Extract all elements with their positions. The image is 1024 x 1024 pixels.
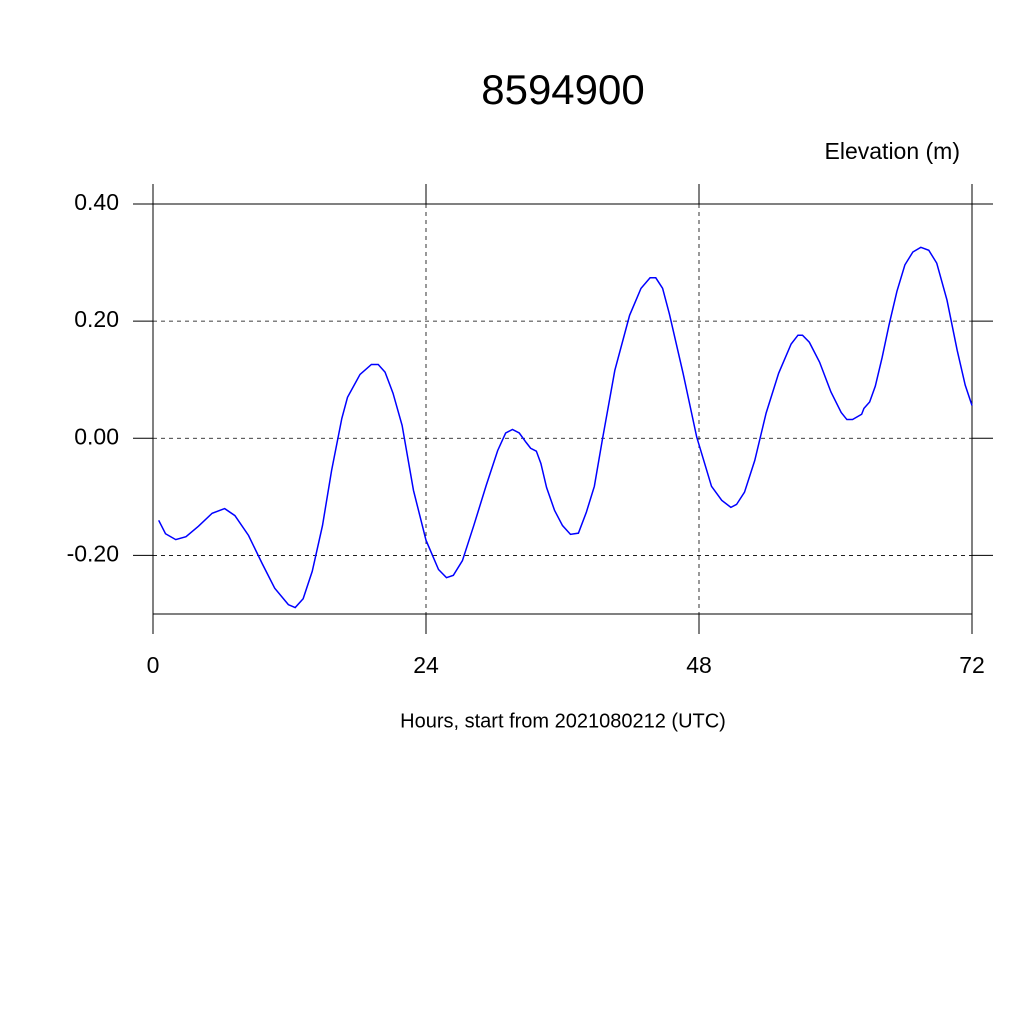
x-tick-label: 72 xyxy=(959,652,985,678)
y-tick-label: 0.20 xyxy=(74,306,119,332)
data-line xyxy=(158,246,973,609)
y-tick-label: 0.00 xyxy=(74,423,119,449)
y-tick-label: -0.20 xyxy=(67,541,119,567)
x-tick-label: 24 xyxy=(413,652,439,678)
chart-title: 8594900 xyxy=(481,66,645,113)
plot-frame xyxy=(152,203,973,615)
x-tick-label: 0 xyxy=(147,652,160,678)
x-tick-label: 48 xyxy=(686,652,712,678)
y-tick-label: 0.40 xyxy=(74,189,119,215)
x-axis-label: Hours, start from 2021080212 (UTC) xyxy=(400,710,726,732)
y-axis-label: Elevation (m) xyxy=(825,138,960,164)
